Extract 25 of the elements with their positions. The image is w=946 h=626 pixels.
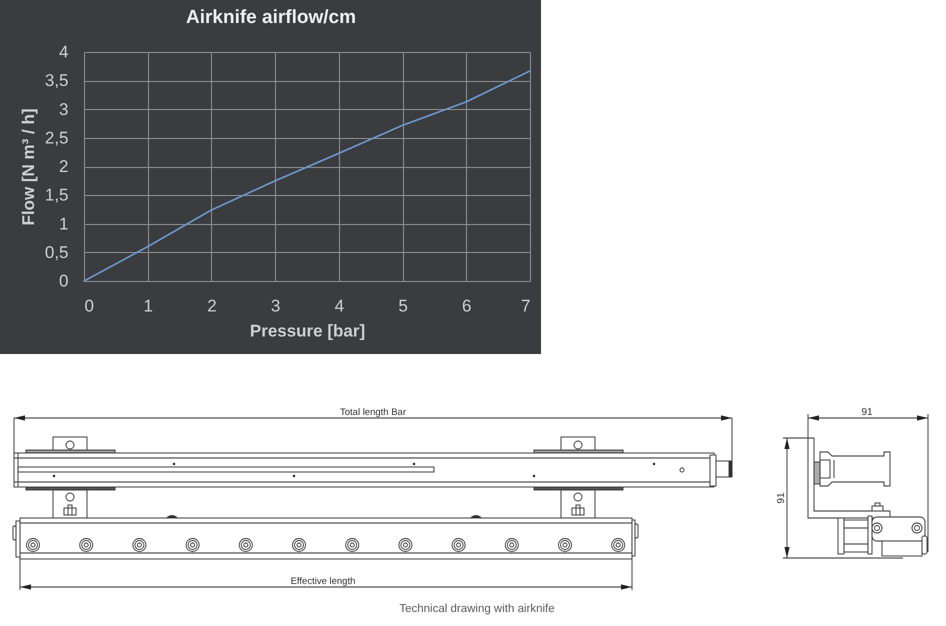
text: Effective length [290,576,356,587]
x-tick-label: 0 [84,296,94,316]
x-axis-title: Pressure [bar] [250,322,366,340]
chart-title: Airknife airflow/cm [186,7,356,28]
x-tick-label: 7 [521,296,530,316]
text: 91 [776,492,787,504]
x-tick-label: 4 [334,296,344,316]
y-tick-label: 1 [59,214,68,234]
y-tick-label: 0 [59,272,68,290]
text: Total length Bar [340,407,406,418]
y-tick-label: 4 [59,42,68,62]
y-axis-title: Flow [N m³ / h] [18,108,38,226]
y-tick-label: 0,5 [44,242,68,262]
x-tick-label: 5 [398,296,408,316]
y-tick-label: 3,5 [44,71,68,90]
y-tick-label: 1,5 [44,186,68,205]
x-tick-label: 3 [270,296,280,316]
y-tick-label: 2 [59,157,68,176]
text: Technical drawing with airknife [399,603,555,615]
text: 91 [861,407,873,418]
y-tick-label: 2,5 [44,128,68,148]
x-tick-label: 6 [462,296,472,316]
y-tick-label: 3 [59,100,68,119]
x-tick-label: 2 [207,296,217,316]
x-tick-label: 1 [143,296,153,316]
